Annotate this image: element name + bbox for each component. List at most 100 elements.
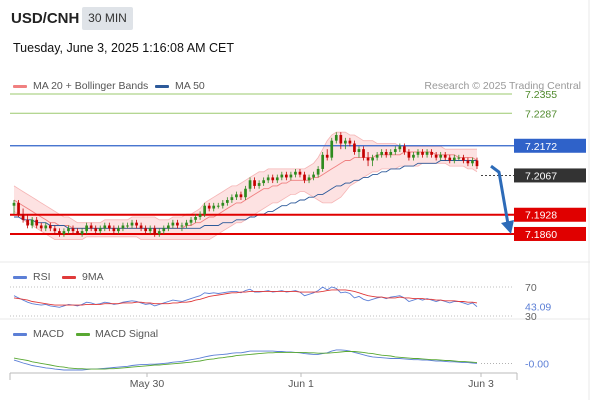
candle-body (348, 140, 352, 144)
candle-body (344, 140, 347, 144)
target-level-label: 7.2355 (525, 89, 557, 101)
candle-body (171, 222, 175, 226)
candle-body (371, 157, 374, 161)
candle-body (275, 177, 279, 181)
candle-body (389, 151, 393, 155)
candle-body (162, 228, 166, 232)
candle-body (198, 214, 202, 218)
resistance-level-tag (514, 138, 586, 153)
candle-body (98, 228, 102, 232)
bollinger-band (14, 132, 477, 240)
macd-signal-legend-label: MACD Signal (95, 328, 159, 340)
symbol-title: USD/CNH (11, 10, 80, 27)
macd-legend-label: MACD (33, 328, 64, 340)
candle-body (30, 219, 34, 226)
candle-body (380, 151, 384, 155)
rsi-legend-swatch (13, 276, 27, 279)
candle-body (44, 225, 48, 229)
candle-body (21, 214, 25, 220)
candle-body (412, 154, 415, 158)
rsi-tick-label: 30 (525, 311, 537, 323)
candle-body (239, 194, 243, 198)
support-level-label: 7.1928 (525, 210, 557, 222)
candle-body (416, 151, 420, 155)
candle-body (89, 225, 93, 229)
candle-body (117, 228, 120, 232)
x-axis-tick-label: Jun 1 (288, 378, 314, 390)
ma20-legend-swatch (13, 85, 27, 88)
rsi-tick-label: 70 (525, 282, 537, 294)
candle-body (166, 225, 170, 229)
candle-body (244, 188, 247, 198)
candle-body (384, 151, 388, 155)
candle-body (144, 228, 147, 232)
candle-body (48, 225, 52, 229)
candle-body (212, 205, 216, 209)
candle-body (403, 146, 406, 152)
timestamp: Tuesday, June 3, 2025 1:16:08 AM CET (13, 41, 234, 55)
candle-body (334, 135, 338, 141)
candle-body (39, 225, 43, 229)
candle-body (153, 228, 157, 234)
candle-body (475, 160, 479, 167)
candle-body (112, 228, 116, 232)
candle-body (248, 180, 252, 189)
candle-body (421, 151, 424, 155)
candle-body (452, 157, 456, 161)
macd-signal-legend-swatch (76, 333, 90, 336)
rsi-legend-label: RSI (33, 271, 51, 283)
support-level-tag (514, 226, 586, 241)
rsi-ma-legend-swatch (62, 276, 76, 279)
candle-body (157, 231, 161, 234)
candle-body (130, 222, 134, 226)
candle-body (194, 217, 197, 220)
candle-body (85, 225, 88, 232)
candle-body (216, 205, 220, 207)
support-level-tag (514, 207, 586, 222)
candle-body (189, 219, 193, 223)
candle-body (321, 154, 325, 169)
candle-body (339, 135, 343, 144)
forecast-arrow-head (501, 219, 514, 234)
candle-body (407, 151, 411, 158)
candle-body (53, 228, 57, 232)
macd-value-label: -0.00 (525, 358, 549, 370)
candle-body (280, 174, 284, 178)
candle-body (176, 222, 179, 226)
rsi-ma-legend-label: 9MA (82, 271, 104, 283)
candle-body (221, 202, 225, 206)
chart-header: USD/CNH 30 MIN Tuesday, June 3, 2025 1:1… (0, 0, 590, 70)
candle-body (58, 231, 61, 234)
candle-body (207, 205, 211, 209)
macd-signal-line (13, 351, 478, 370)
candle-body (312, 174, 315, 178)
candle-body (398, 146, 402, 150)
candle-body (62, 231, 66, 234)
candle-body (448, 157, 452, 161)
data-credit: Research © 2025 Trading Central (424, 80, 581, 92)
candle-body (26, 219, 29, 226)
candle-body (253, 180, 256, 186)
current-price-label: 7.2067 (525, 170, 557, 182)
candle-body (285, 174, 288, 178)
candle-body (203, 205, 206, 215)
candle-body (294, 171, 297, 175)
candle-body (303, 174, 306, 181)
rsi-ma-line (13, 289, 478, 306)
timeframe-button[interactable]: 30 MIN (82, 7, 133, 30)
candle-body (471, 160, 474, 164)
candle-body (439, 154, 443, 158)
candle-body (325, 154, 329, 158)
candle-body (434, 154, 438, 158)
candle-body (67, 228, 70, 232)
candle-body (225, 200, 229, 203)
candle-body (257, 183, 261, 186)
candle-body (135, 222, 138, 226)
candle-body (139, 225, 143, 229)
candle-body (94, 228, 98, 232)
candle-body (316, 168, 320, 175)
macd-legend-swatch (13, 333, 27, 336)
target-level-label: 7.2287 (525, 108, 557, 120)
candle-body (457, 157, 461, 159)
